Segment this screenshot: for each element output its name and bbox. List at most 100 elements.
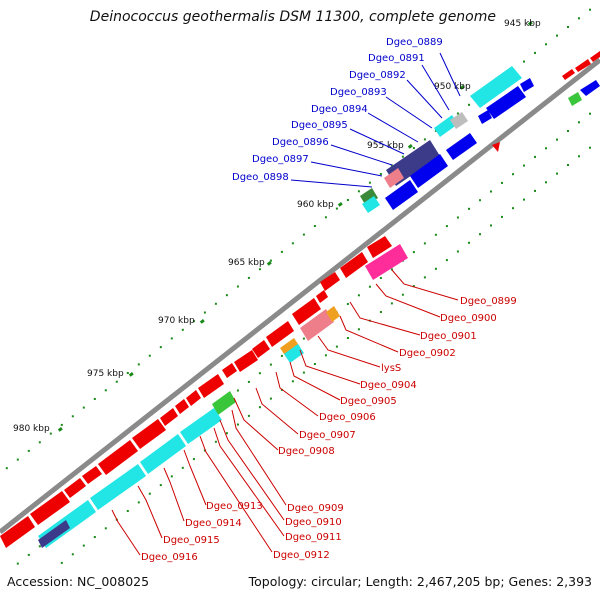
gene-label: Dgeo_0902 [399, 348, 456, 359]
callout-line [406, 79, 443, 119]
kbp-label: 950 kbp [434, 82, 471, 92]
kbp-tick-980 [57, 426, 63, 432]
scale-dot [126, 372, 129, 374]
scale-dot [71, 415, 74, 418]
scale-dot [578, 17, 580, 20]
scale-dot [148, 492, 151, 495]
callout-line [385, 96, 433, 129]
gene-feature [198, 374, 224, 398]
scale-dot [490, 224, 492, 227]
scale-dot [335, 207, 338, 210]
scale-dot [269, 397, 272, 400]
scale-dot [236, 285, 239, 288]
map-title: Deinococcus geothermalis DSM 11300, comp… [89, 9, 496, 25]
scale-dot [324, 354, 327, 357]
callout-line [111, 509, 141, 556]
gene-label: Dgeo_0912 [273, 550, 330, 561]
scale-dot [567, 26, 569, 28]
scale-dot [170, 475, 173, 478]
scale-dot [346, 303, 349, 305]
forward-genes [0, 51, 600, 548]
gene-label: Dgeo_0893 [330, 87, 387, 98]
gene-feature [590, 51, 600, 62]
scale-dot [104, 389, 107, 392]
scale-dot [291, 380, 294, 383]
gene-feature [492, 142, 500, 152]
scale-dot [523, 60, 525, 63]
scale-dot [60, 561, 63, 564]
gene-label: Dgeo_0900 [440, 313, 497, 324]
gene-label: Dgeo_0914 [185, 518, 242, 529]
scale-dot [60, 423, 63, 426]
scale-dot [71, 553, 74, 556]
gene-label: Dgeo_0906 [319, 412, 376, 423]
gene-feature [0, 516, 35, 548]
gene-feature [384, 168, 404, 188]
scale-dot [545, 147, 547, 150]
gene-feature [320, 272, 340, 291]
scale-dot [401, 155, 404, 158]
scale-dot [357, 328, 360, 331]
scale-dot [468, 207, 470, 210]
scale-dot [16, 458, 19, 461]
callout-line [330, 144, 393, 166]
kbp-tick-955 [407, 143, 413, 149]
gene-label: Dgeo_0915 [163, 535, 220, 546]
scale-dot [501, 215, 503, 218]
gene-label: Dgeo_0904 [360, 380, 417, 391]
kbp-ticks [57, 20, 533, 432]
bottom-callouts [111, 269, 459, 556]
scale-dot [159, 346, 162, 349]
scale-dot [556, 172, 558, 175]
scale-dot [170, 337, 173, 340]
gene-feature [186, 390, 201, 406]
scale-dot [390, 268, 393, 271]
gene-feature [326, 306, 340, 322]
gene-feature [316, 290, 328, 303]
genome-summary-text: Topology: circular; Length: 2,467,205 bp… [248, 574, 592, 589]
gene-label: Dgeo_0891 [368, 53, 425, 64]
scale-dot [181, 466, 184, 469]
gene-feature [280, 338, 300, 357]
scale-dot [434, 233, 437, 236]
scale-dot [490, 190, 492, 193]
scale-dot [423, 138, 426, 141]
gene-feature [222, 363, 237, 378]
kbp-label: 960 kbp [297, 200, 334, 210]
gene-label: Dgeo_0907 [299, 430, 356, 441]
scale-dot [390, 164, 393, 167]
scale-dot [456, 250, 459, 253]
kbp-label: 965 kbp [228, 258, 265, 268]
scale-dot [192, 320, 195, 323]
gene-feature [575, 59, 591, 72]
scale-dot [247, 276, 250, 279]
callout-line [439, 52, 461, 97]
accession-text: Accession: NC_008025 [7, 574, 150, 589]
gene-feature [292, 298, 321, 325]
scale-dot [556, 34, 558, 37]
gene-label: Dgeo_0916 [141, 552, 198, 563]
gene-feature [360, 188, 378, 206]
genome-backbone [0, 58, 600, 534]
scale-dot [181, 328, 184, 331]
kbp-tick-950 [459, 84, 465, 90]
scale-dot [545, 181, 547, 184]
callout-line [339, 315, 399, 353]
scale-dot [379, 311, 382, 313]
kbp-tick-970 [199, 318, 205, 324]
reverse-genes [38, 66, 600, 548]
gene-feature [82, 466, 102, 484]
scale-dot [545, 43, 547, 46]
scale-dot [313, 225, 316, 227]
callout-line [275, 371, 319, 417]
scale-dot [93, 536, 96, 538]
gene-feature [252, 340, 270, 358]
callout-line [367, 112, 419, 143]
gene-feature [568, 92, 582, 106]
kbp-tick-labels: 945 kbp 950 kbp 955 kbp 960 kbp 965 kbp … [13, 19, 541, 434]
callout-line [137, 485, 163, 539]
scale-dot [313, 363, 316, 365]
gene-feature [470, 66, 522, 108]
scale-dot [534, 155, 536, 158]
